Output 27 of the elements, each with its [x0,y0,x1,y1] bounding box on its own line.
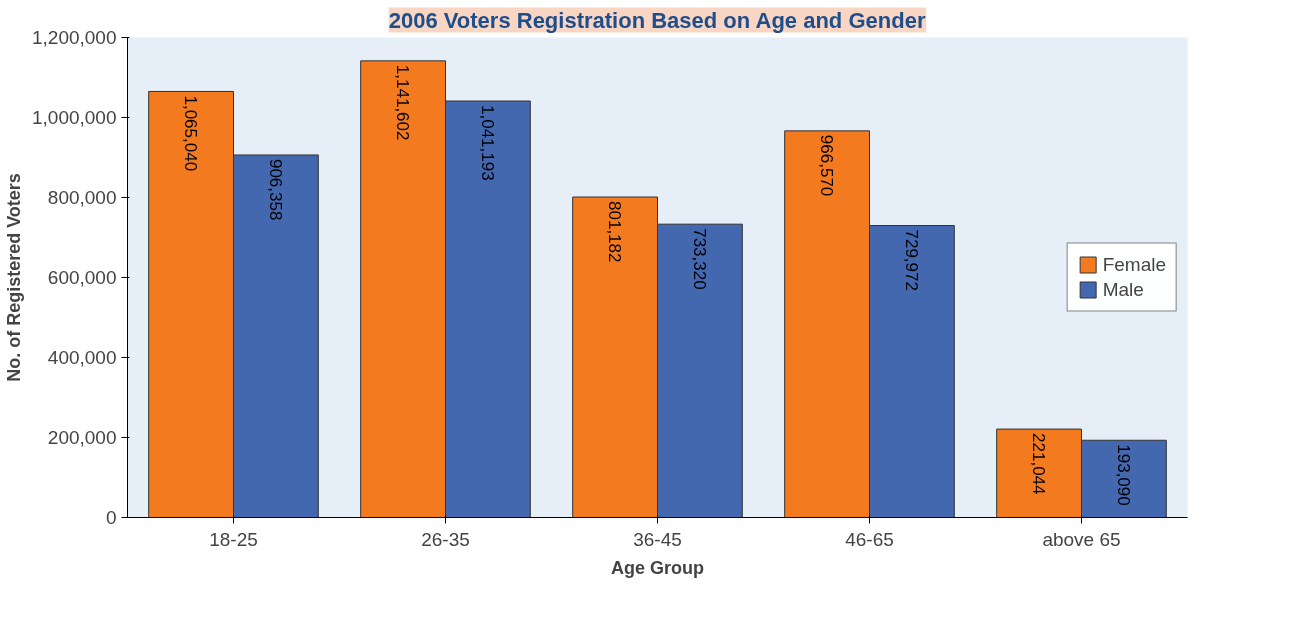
data-label: 801,182 [605,201,625,263]
chart-title: 2006 Voters Registration Based on Age and Gender [388,7,926,33]
y-tick-label: 1,200,000 [31,27,117,48]
y-axis-title: No. of Registered Voters [3,173,24,382]
y-tick-label: 1,000,000 [31,107,117,128]
y-tick-label: 0 [105,507,117,528]
data-label: 193,090 [1113,444,1133,506]
data-label: 221,044 [1029,433,1049,495]
data-label: 729,972 [901,229,921,291]
y-tick-label: 800,000 [47,187,117,208]
y-tick-label: 400,000 [47,347,117,368]
y-tick-label: 200,000 [47,427,117,448]
x-tick-label: 18-25 [209,528,258,550]
data-label: 733,320 [689,228,709,290]
y-tick-label: 600,000 [47,267,117,288]
data-label: 966,570 [817,134,837,197]
x-tick-label: 36-45 [633,528,682,550]
x-axis-title: Age Group [611,557,704,578]
data-label: 1,065,040 [181,95,201,172]
data-label: 1,041,193 [477,105,497,181]
x-tick-label: 26-35 [421,528,470,550]
x-tick-label: 46-65 [845,528,894,550]
legend-label: Male [1102,278,1144,301]
x-tick-label: above 65 [1042,528,1121,550]
data-label: 906,358 [265,158,285,221]
legend-label: Female [1102,253,1166,276]
data-label: 1,141,602 [393,64,413,141]
